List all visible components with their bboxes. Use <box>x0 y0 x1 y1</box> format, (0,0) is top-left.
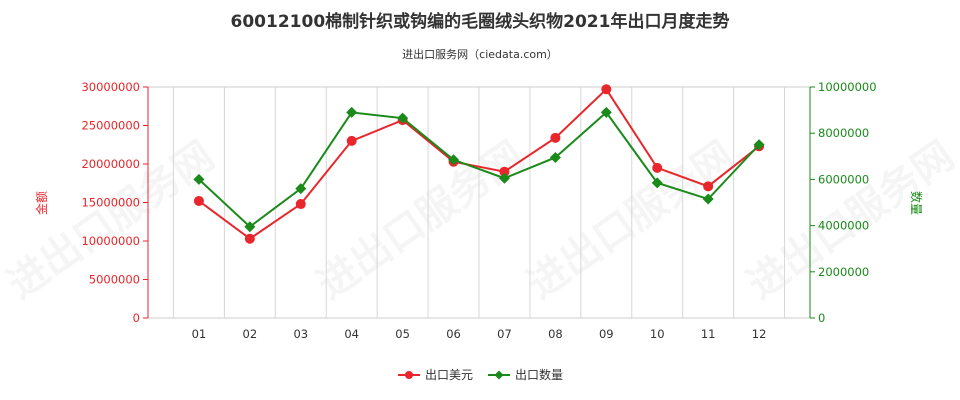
right-axis-label: 数量 <box>909 191 924 215</box>
right-tick-label: 2000000 <box>818 265 869 279</box>
legend-item: 出口美元 <box>398 368 473 382</box>
data-point <box>295 183 307 195</box>
left-tick-label: 15000000 <box>81 196 140 210</box>
data-point <box>550 132 561 143</box>
series-1 <box>193 84 765 244</box>
x-tick-label: 01 <box>192 327 207 341</box>
x-tick-label: 07 <box>497 327 512 341</box>
left-axis-label: 金额 <box>34 191 49 215</box>
left-tick-label: 0 <box>133 311 140 325</box>
series-line <box>198 87 760 240</box>
data-point <box>499 166 510 177</box>
data-point <box>448 154 460 166</box>
x-tick-label: 12 <box>752 327 767 341</box>
data-point <box>652 162 663 173</box>
x-tick-label: 05 <box>395 327 410 341</box>
series-2 <box>193 106 765 233</box>
x-tick-label: 04 <box>344 327 359 341</box>
right-tick-label: 10000000 <box>818 80 877 94</box>
x-tick-label: 06 <box>446 327 461 341</box>
x-axis: 01 02 03 04 05 06 07 08 09 10 11 12 <box>192 327 767 341</box>
data-point <box>600 106 612 118</box>
data-point <box>397 112 409 124</box>
data-point <box>702 193 714 205</box>
left-axis: 0 5000000 10000000 15000000 20000000 25000000… <box>81 80 149 325</box>
series-line <box>198 110 760 229</box>
data-point <box>295 199 306 210</box>
legend-marker <box>494 370 504 380</box>
data-point <box>193 173 205 185</box>
data-point <box>244 221 256 233</box>
legend-item: 出口数量 <box>488 367 563 382</box>
x-tick-label: 02 <box>243 327 258 341</box>
series-layer <box>193 84 765 244</box>
data-point <box>703 181 714 192</box>
left-tick-label: 5000000 <box>89 273 140 287</box>
data-point <box>753 139 765 151</box>
left-tick-label: 25000000 <box>81 119 140 133</box>
chart-subtitle: 进出口服务网（ciedata.com） <box>402 47 558 61</box>
x-tick-label: 11 <box>701 327 716 341</box>
x-tick-label: 09 <box>599 327 614 341</box>
grid-lines <box>172 87 786 318</box>
right-tick-label: 0 <box>818 311 825 325</box>
legend-label: 出口数量 <box>515 367 563 382</box>
data-point <box>601 84 612 95</box>
data-point <box>651 177 663 189</box>
legend-marker <box>405 371 413 379</box>
legend-label: 出口美元 <box>425 368 473 382</box>
right-tick-label: 8000000 <box>818 126 869 140</box>
data-point <box>346 135 357 146</box>
left-tick-label: 30000000 <box>81 80 140 94</box>
data-point <box>346 106 358 118</box>
data-point <box>244 233 255 244</box>
x-tick-label: 10 <box>650 327 665 341</box>
right-tick-label: 6000000 <box>818 172 869 186</box>
data-point <box>193 195 204 206</box>
right-tick-label: 4000000 <box>818 219 869 233</box>
x-tick-label: 08 <box>548 327 563 341</box>
chart-title: 60012100棉制针织或钩编的毛圈绒头织物2021年出口月度走势 <box>231 11 730 32</box>
left-tick-label: 20000000 <box>81 157 140 171</box>
left-tick-label: 10000000 <box>81 234 140 248</box>
data-point <box>549 151 561 163</box>
watermark-text: 进出口服务网 <box>309 133 532 308</box>
data-point <box>498 172 510 184</box>
right-axis: 0 2000000 4000000 6000000 8000000 10000000 <box>809 80 877 325</box>
legend: 出口美元 出口数量 <box>398 367 563 382</box>
x-tick-label: 03 <box>293 327 308 341</box>
